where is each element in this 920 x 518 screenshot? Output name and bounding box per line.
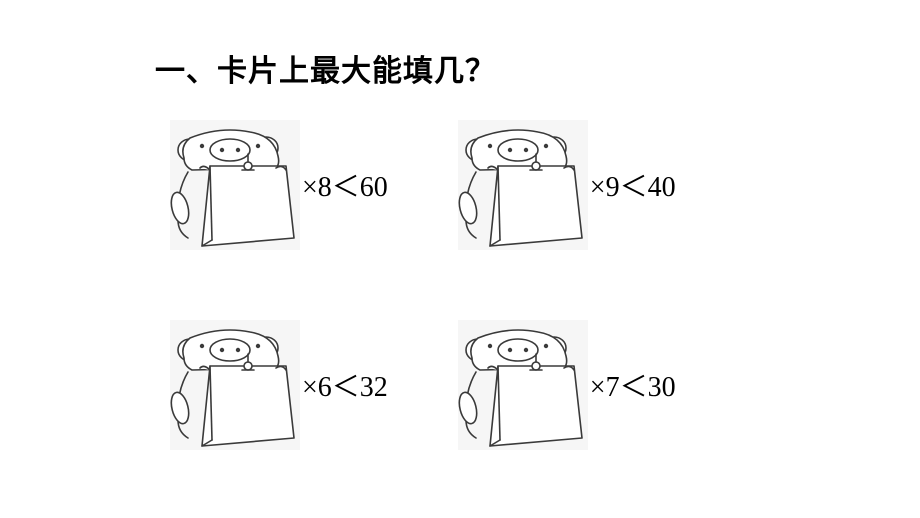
problem-row-2: ×6＜32 [170,320,676,450]
problem-expression: ×7＜30 [590,365,676,405]
problem-item: ×6＜32 [170,320,388,450]
creature-card-icon [170,120,300,250]
problem-item: ×7＜30 [458,320,676,450]
problem-expression: ×9＜40 [590,165,676,205]
problem-expression: ×6＜32 [302,365,388,405]
worksheet-page: 一、卡片上最大能填几？ [0,0,920,518]
problem-row-1: ×8＜60 [170,120,676,250]
problem-expression: ×8＜60 [302,165,388,205]
creature-card-icon [458,120,588,250]
problem-item: ×8＜60 [170,120,388,250]
section-title: 一、卡片上最大能填几？ [155,46,496,90]
creature-card-icon [170,320,300,450]
problem-item: ×9＜40 [458,120,676,250]
creature-card-icon [458,320,588,450]
